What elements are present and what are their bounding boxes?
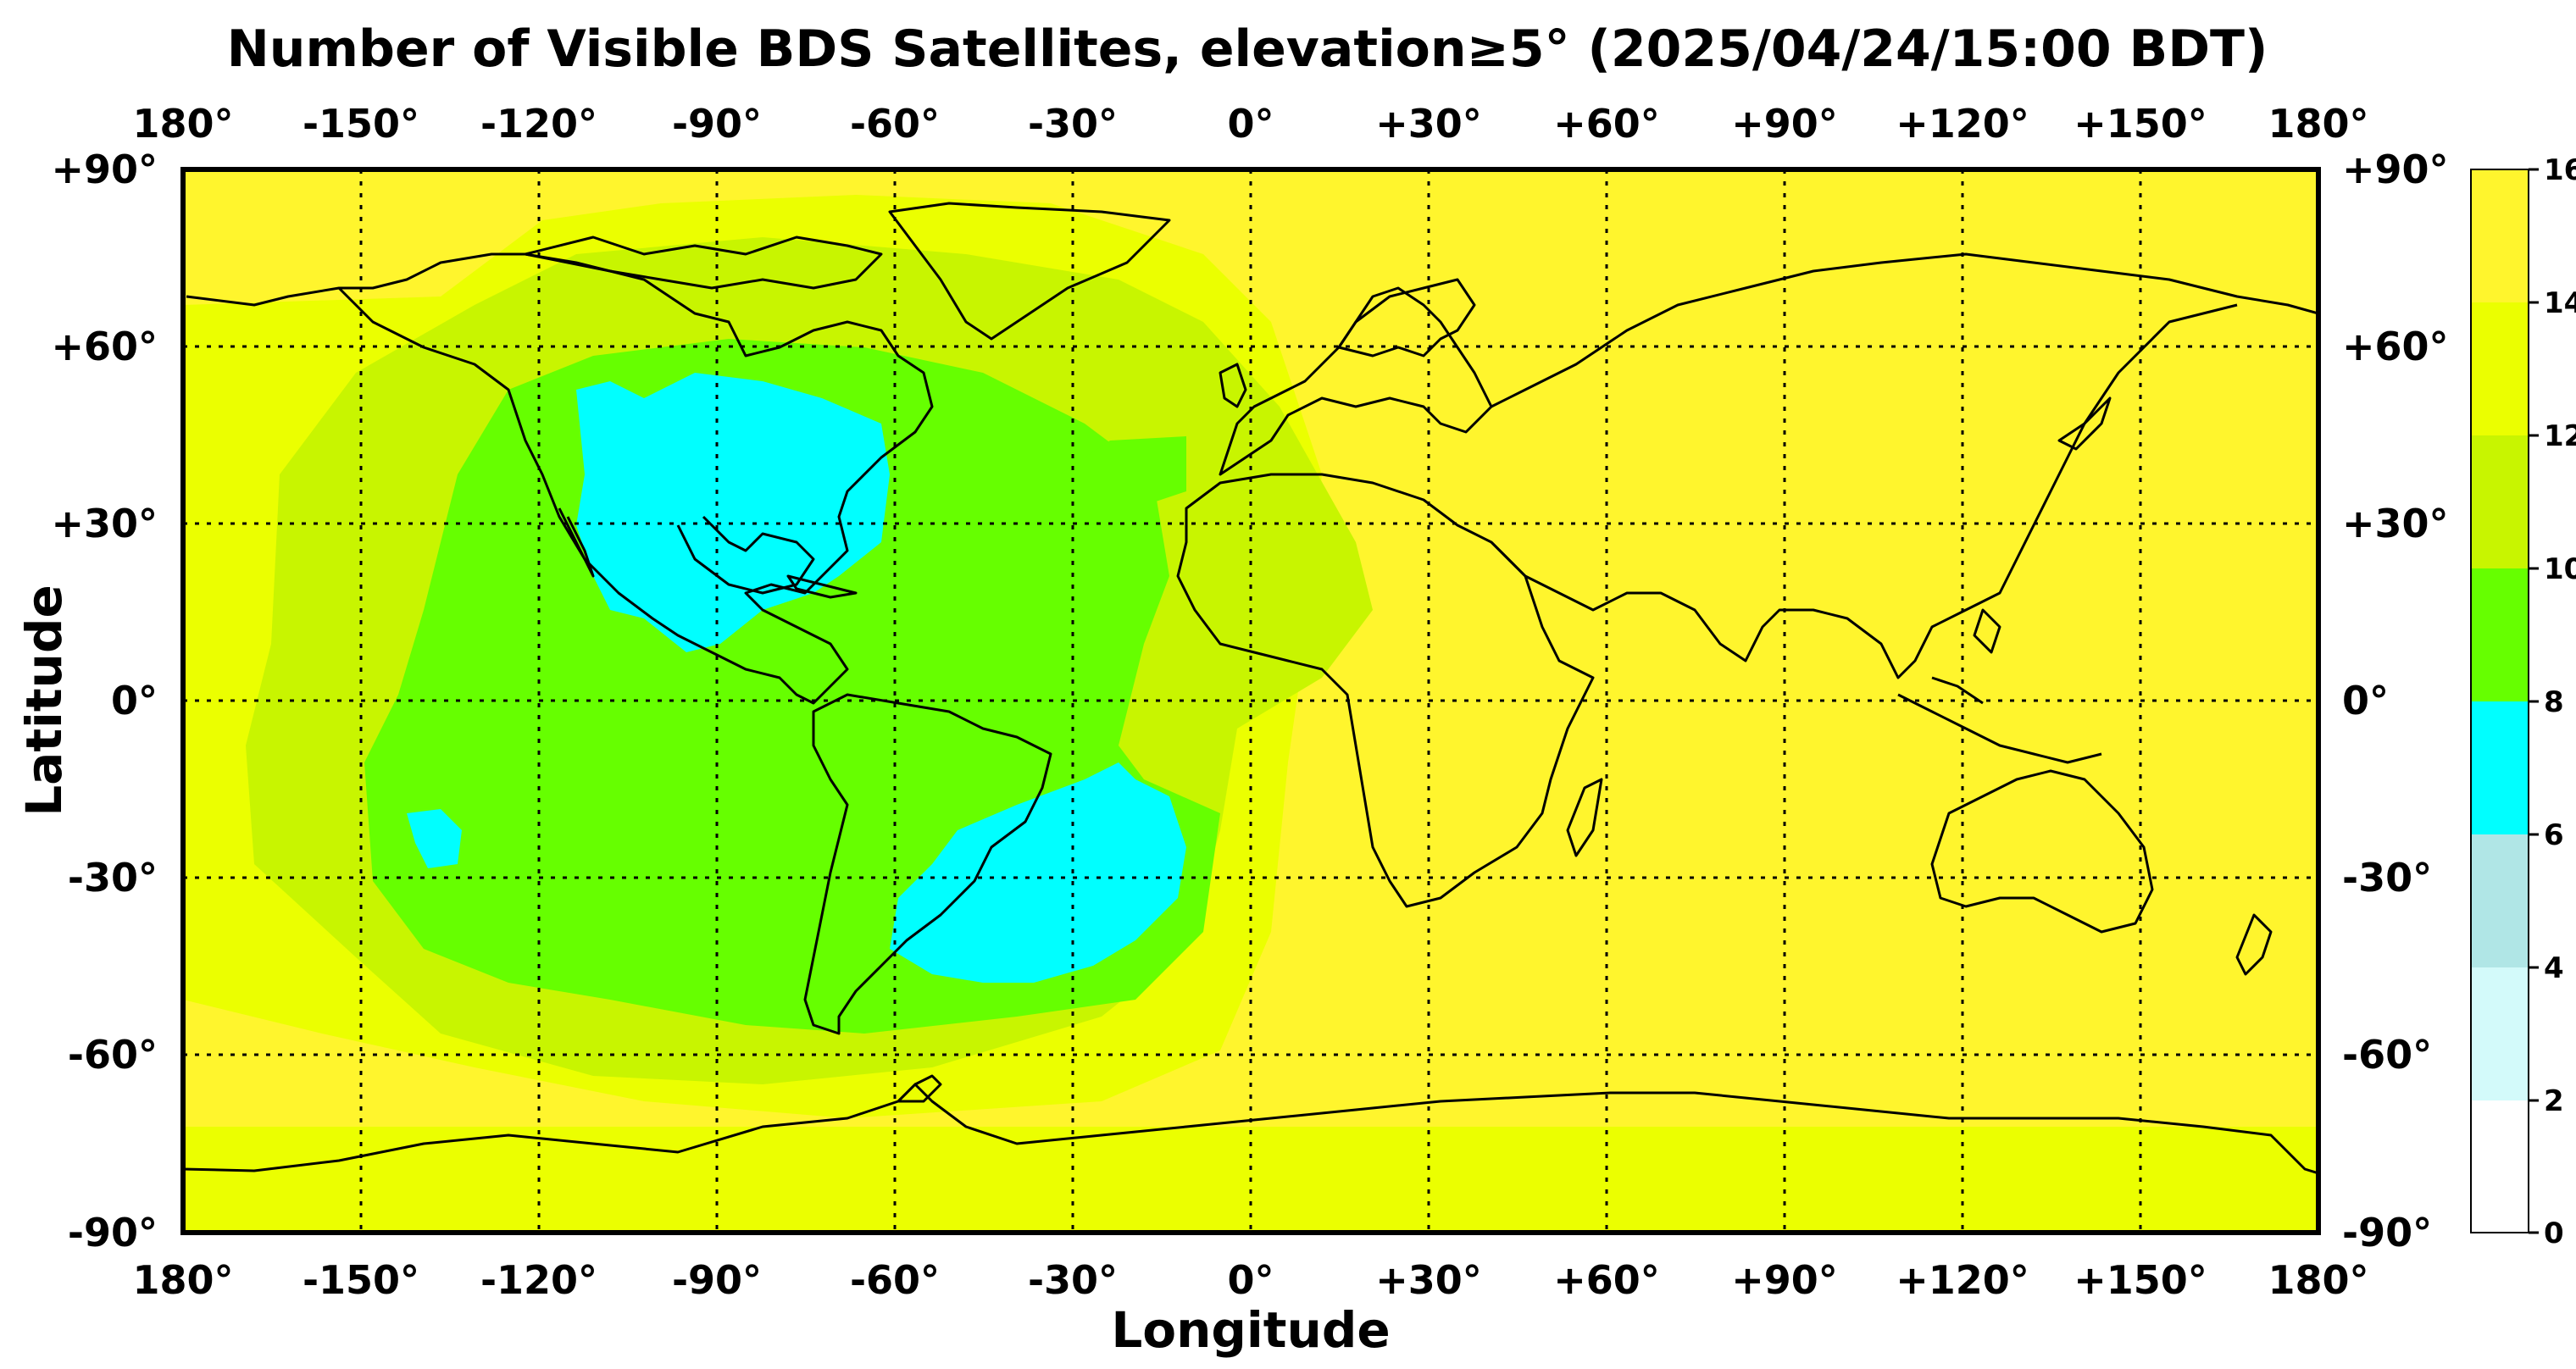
map-frame (180, 167, 2321, 1235)
top-lon-tick-label: -150° (303, 101, 419, 147)
right-lat-tick-label: +90° (2342, 147, 2449, 192)
coast-indonesia (1897, 676, 2102, 764)
colorbar-band-0-2 (2471, 1100, 2529, 1233)
right-lat-tick-label: +30° (2342, 501, 2449, 546)
coast-british-isles (1219, 363, 1247, 408)
coast-antarctic-peninsula (897, 1074, 942, 1103)
coast-madagascar (1566, 778, 1603, 857)
colorbar-tick-marks (2529, 168, 2539, 1234)
bottom-lon-tick-label: +30° (1375, 1257, 1482, 1303)
colorbar-band-14-16 (2471, 169, 2529, 302)
right-lat-tick-label: -30° (2342, 855, 2432, 901)
bottom-lon-tick-label: +120° (1896, 1257, 2029, 1303)
right-lat-tick-label: -60° (2342, 1032, 2432, 1078)
coast-australia (1930, 769, 2154, 934)
bottom-lon-tick-label: 180° (2268, 1257, 2368, 1303)
coast-asia (1490, 252, 2318, 679)
top-lon-tick-label: +60° (1553, 101, 1660, 147)
coast-baja (558, 507, 595, 578)
bottom-lon-tick-label: +150° (2074, 1257, 2207, 1303)
bottom-lon-tick-label: -60° (850, 1257, 940, 1303)
bottom-lon-tick-label: -120° (480, 1257, 597, 1303)
top-lon-tick-label: 180° (132, 101, 233, 147)
bottom-lon-tick-label: 0° (1227, 1257, 1274, 1303)
top-lon-tick-label: +150° (2074, 101, 2207, 147)
left-lat-tick-label: -60° (68, 1032, 158, 1078)
left-lat-tick-label: +60° (51, 324, 158, 369)
colorbar: 16 14 12 10 8 6 4 2 0 (2470, 153, 2576, 1250)
coast-philippines (1973, 608, 2001, 654)
colorbar-tick-label: 12 (2544, 419, 2576, 453)
coast-europe (1219, 286, 1493, 476)
region-8-10-atlantic-north (1059, 436, 1186, 508)
bottom-lon-tick-label: -150° (303, 1257, 419, 1303)
coast-arctic-islands (524, 236, 883, 290)
top-lon-tick-label: 0° (1227, 101, 1274, 147)
right-lat-tick-label: 0° (2342, 678, 2389, 723)
bottom-lon-tick-label: +60° (1553, 1257, 1660, 1303)
left-lat-tick-label: 0° (111, 678, 158, 723)
left-lat-tick-label: -30° (68, 855, 158, 901)
coast-gulf-of-mexico (676, 515, 815, 595)
top-lon-tick-label: -30° (1028, 101, 1118, 147)
gridlines (183, 169, 2318, 1233)
colorbar-tick-label: 4 (2544, 951, 2564, 985)
coast-japan (2057, 396, 2112, 451)
left-latitude-ticks: +90° +60° +30° 0° -30° -60° -90° (51, 147, 158, 1255)
top-lon-tick-label: -60° (850, 101, 940, 147)
colorbar-band-12-14 (2471, 302, 2529, 435)
coast-new-zealand (2235, 913, 2273, 976)
top-longitude-ticks: 180° -150° -120° -90° -60° -30° 0° +30° … (132, 101, 2368, 147)
coast-scandinavia (1337, 278, 1476, 357)
bottom-lon-tick-label: +90° (1731, 1257, 1838, 1303)
colorbar-band-6-8 (2471, 701, 2529, 834)
right-lat-tick-label: -90° (2342, 1210, 2432, 1255)
top-lon-tick-label: +30° (1375, 101, 1482, 147)
right-latitude-ticks: +90° +60° +30° 0° -30° -60° -90° (2342, 147, 2449, 1255)
coast-north-america (186, 252, 934, 705)
colorbar-tick-label: 6 (2544, 818, 2564, 852)
left-lat-tick-label: +30° (51, 501, 158, 546)
bottom-lon-tick-label: 180° (132, 1257, 233, 1303)
bottom-lon-tick-label: -30° (1028, 1257, 1118, 1303)
top-lon-tick-label: -120° (480, 101, 597, 147)
left-lat-tick-label: -90° (68, 1210, 158, 1255)
colorbar-tick-label: 2 (2544, 1084, 2564, 1118)
region-6-8-south-atlantic (890, 762, 1186, 983)
bottom-longitude-ticks: 180° -150° -120° -90° -60° -30° 0° +30° … (132, 1257, 2368, 1303)
colorbar-tick-label: 8 (2544, 685, 2564, 719)
colorbar-tick-label: 0 (2544, 1217, 2564, 1250)
coast-antarctica (183, 1083, 2318, 1175)
top-lon-tick-label: +90° (1731, 101, 1838, 147)
coastlines (183, 202, 2318, 1175)
region-6-8-pacific-patch (407, 809, 462, 868)
colorbar-tick-label: 16 (2544, 153, 2576, 187)
map-field (183, 169, 2318, 1233)
colorbar-band-10-12 (2471, 435, 2529, 568)
x-axis-title: Longitude (1111, 1301, 1390, 1359)
colorbar-tick-label: 10 (2544, 552, 2576, 586)
left-lat-tick-label: +90° (51, 147, 158, 192)
coast-greenland (888, 202, 1171, 341)
map-title: Number of Visible BDS Satellites, elevat… (227, 19, 2268, 79)
right-lat-tick-label: +60° (2342, 324, 2449, 369)
top-lon-tick-label: -90° (672, 101, 762, 147)
colorbar-band-4-6 (2471, 834, 2529, 967)
colorbar-tick-label: 14 (2544, 286, 2576, 320)
coast-africa (1176, 473, 1595, 908)
bottom-lon-tick-label: -90° (672, 1257, 762, 1303)
colorbar-band-2-4 (2471, 967, 2529, 1100)
colorbar-band-8-10 (2471, 568, 2529, 701)
coast-cuba (786, 574, 858, 599)
y-axis-title: Latitude (15, 585, 73, 817)
top-lon-tick-label: 180° (2268, 101, 2368, 147)
top-lon-tick-label: +120° (1896, 101, 2029, 147)
coast-south-america (803, 693, 1052, 1035)
